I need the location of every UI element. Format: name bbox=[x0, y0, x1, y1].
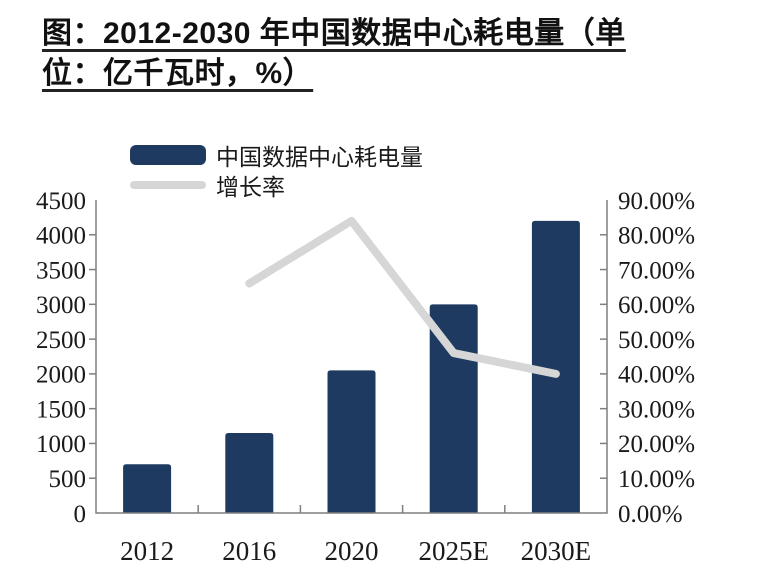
left-axis-tick-label: 2500 bbox=[36, 327, 86, 354]
chart-title-line1: 图：2012-2030 年中国数据中心耗电量（单 bbox=[42, 17, 626, 50]
chart-title-line2: 位：亿千瓦时，%） bbox=[42, 57, 314, 90]
right-axis-tick-label: 20.00% bbox=[618, 431, 695, 458]
left-axis-tick-label: 3000 bbox=[36, 292, 86, 319]
left-axis-tick-label: 0 bbox=[74, 501, 87, 528]
left-axis-tick-label: 3500 bbox=[36, 257, 86, 284]
left-axis-tick-label: 4500 bbox=[36, 188, 86, 215]
right-axis-tick-label: 70.00% bbox=[618, 257, 695, 284]
right-axis-tick-label: 0.00% bbox=[618, 501, 683, 528]
legend-line-swatch-icon bbox=[130, 180, 206, 189]
left-axis-tick-label: 2000 bbox=[36, 362, 86, 389]
bar-2020 bbox=[327, 370, 376, 513]
right-axis-tick-label: 30.00% bbox=[618, 396, 695, 423]
right-axis-tick-label: 60.00% bbox=[618, 292, 695, 319]
chart-legend: 中国数据中心耗电量 增长率 bbox=[130, 144, 423, 200]
bar-2012 bbox=[123, 464, 172, 513]
x-axis-label-2016: 2016 bbox=[222, 536, 276, 566]
right-axis-tick-label: 90.00% bbox=[618, 188, 695, 215]
left-axis-tick-label: 500 bbox=[49, 466, 87, 493]
bar-2030E bbox=[531, 220, 580, 513]
left-axis-tick-label: 4000 bbox=[36, 223, 86, 250]
left-axis-tick-label: 1000 bbox=[36, 431, 86, 458]
axis-frame bbox=[95, 200, 608, 514]
x-axis-label-2030E: 2030E bbox=[521, 536, 592, 566]
growth-rate-line bbox=[245, 216, 560, 378]
legend-label-growth-rate: 增长率 bbox=[216, 174, 285, 200]
x-axis-label-2012: 2012 bbox=[120, 536, 174, 566]
bar-2016 bbox=[225, 433, 274, 513]
right-axis-tick-label: 40.00% bbox=[618, 362, 695, 389]
x-axis-label-2020: 2020 bbox=[325, 536, 379, 566]
legend-item-consumption: 中国数据中心耗电量 bbox=[130, 144, 423, 170]
left-axis-tick-label: 1500 bbox=[36, 396, 86, 423]
legend-bar-swatch-icon bbox=[130, 144, 206, 165]
chart-title: 图：2012-2030 年中国数据中心耗电量（单 位：亿千瓦时，%） bbox=[42, 14, 758, 94]
right-axis-tick-label: 50.00% bbox=[618, 327, 695, 354]
chart-svg: 0 500 1000 1500 2000 2500 3000 3500 4000 4500 0.00… bbox=[36, 188, 695, 566]
right-axis-tick-label: 10.00% bbox=[618, 466, 695, 493]
right-axis-tick-label: 80.00% bbox=[618, 223, 695, 250]
legend-item-growth-rate: 增长率 bbox=[130, 174, 423, 200]
legend-label-consumption: 中国数据中心耗电量 bbox=[216, 144, 423, 170]
x-axis-label-2025E: 2025E bbox=[418, 536, 489, 566]
